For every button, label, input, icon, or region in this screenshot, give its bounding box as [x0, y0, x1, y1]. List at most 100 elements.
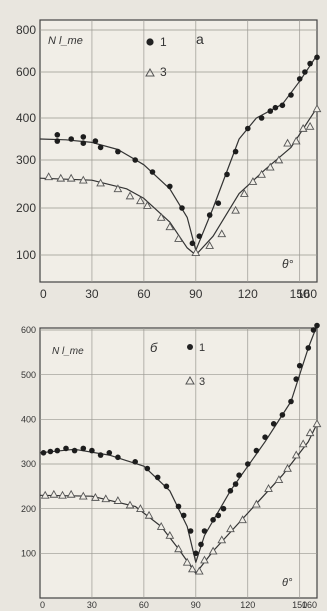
x-axis-label: θ° [282, 577, 293, 589]
data-point-circle [63, 445, 69, 452]
legend-label-3: 3 [199, 376, 205, 388]
data-point-triangle [96, 178, 105, 187]
y-axis-label: N l_me [52, 346, 84, 357]
x-tick-label: 160 [297, 287, 317, 301]
data-point-circle [47, 448, 54, 455]
x-tick-label: 120 [238, 287, 258, 301]
data-point-circle [71, 447, 78, 454]
data-point-circle [179, 205, 185, 211]
data-point-triangle [191, 248, 201, 256]
data-point-circle [54, 132, 61, 138]
data-point-circle [253, 447, 260, 454]
y-tick-label: 600 [16, 65, 36, 79]
x-tick-label: 30 [87, 600, 97, 610]
y-tick-label: 400 [21, 414, 36, 424]
data-point-circle [106, 450, 113, 456]
x-axis-label: θ° [282, 257, 294, 271]
data-point-circle [215, 200, 222, 206]
data-point-triangle [298, 123, 308, 132]
data-point-circle [245, 125, 251, 132]
data-point-circle [97, 452, 104, 458]
data-point-triangle [136, 504, 145, 512]
data-point-circle [175, 503, 182, 510]
x-tick-label: 60 [137, 287, 151, 301]
data-point-triangle [274, 475, 284, 483]
panel-label: a [196, 31, 204, 47]
legend-marker-circle [187, 344, 193, 350]
data-point-circle [149, 169, 156, 175]
data-point-circle [267, 108, 274, 114]
data-point-triangle [174, 544, 183, 553]
data-point-circle [279, 412, 286, 418]
y-tick-label: 100 [21, 548, 36, 558]
data-point-triangle [238, 515, 247, 524]
data-point-triangle [283, 138, 292, 147]
data-point-circle [187, 528, 194, 534]
y-tick-label: 200 [21, 504, 36, 514]
data-point-circle [220, 505, 227, 512]
data-point-circle [196, 233, 203, 239]
data-point-circle [232, 148, 239, 155]
data-point-circle [245, 461, 251, 467]
data-point-circle [68, 136, 74, 142]
data-point-circle [115, 148, 121, 155]
data-point-triangle [113, 184, 123, 193]
data-point-triangle [66, 489, 76, 498]
data-point-circle [293, 376, 300, 382]
data-point-circle [54, 447, 61, 454]
data-point-circle [198, 541, 204, 548]
data-point-circle [305, 345, 312, 351]
data-point-circle [80, 140, 87, 146]
data-point-circle [193, 550, 199, 557]
y-tick-label: 100 [16, 248, 36, 262]
data-point-circle [89, 447, 95, 454]
data-point-circle [296, 76, 303, 82]
data-point-circle [232, 481, 239, 487]
x-tick-label: 90 [189, 287, 203, 301]
data-point-triangle [248, 177, 258, 185]
data-point-triangle [91, 492, 100, 501]
data-point-triangle [312, 104, 322, 113]
legend: 1 3 [185, 342, 205, 388]
data-point-circle [307, 60, 313, 67]
data-point-circle [262, 434, 268, 441]
data-point-circle [314, 54, 320, 61]
y-axis-label: N l_me [48, 35, 83, 47]
x-tick-label: 150 [292, 600, 307, 610]
data-point-triangle [305, 428, 315, 437]
data-point-circle [40, 450, 47, 456]
data-point-triangle [217, 229, 227, 238]
data-point-circle [54, 138, 61, 144]
data-point-circle [302, 69, 308, 75]
data-point-circle [210, 517, 216, 523]
data-point-triangle [231, 205, 240, 214]
data-point-triangle [264, 484, 273, 492]
x-tick-label: 60 [139, 600, 149, 610]
data-point-triangle [252, 499, 261, 508]
data-point-triangle [217, 535, 227, 544]
data-point-triangle [312, 419, 322, 428]
data-point-triangle [274, 155, 284, 164]
data-point-triangle [239, 189, 249, 197]
data-point-triangle [58, 490, 67, 499]
data-point-circle [314, 322, 320, 329]
data-point-triangle [265, 162, 275, 171]
data-point-circle [132, 459, 138, 465]
legend-label-1: 1 [199, 342, 205, 354]
y-tick-label: 300 [21, 459, 36, 469]
data-point-triangle [165, 530, 175, 539]
y-tick-label: 400 [16, 111, 36, 125]
data-point-circle [180, 512, 187, 519]
x-tick-label: 120 [240, 600, 255, 610]
data-point-triangle [136, 196, 145, 205]
data-point-circle [189, 240, 196, 247]
data-point-triangle [125, 500, 135, 509]
data-point-circle [115, 454, 121, 461]
data-point-circle [270, 421, 277, 427]
legend-marker-triangle [185, 375, 195, 385]
data-point-triangle [156, 522, 166, 530]
